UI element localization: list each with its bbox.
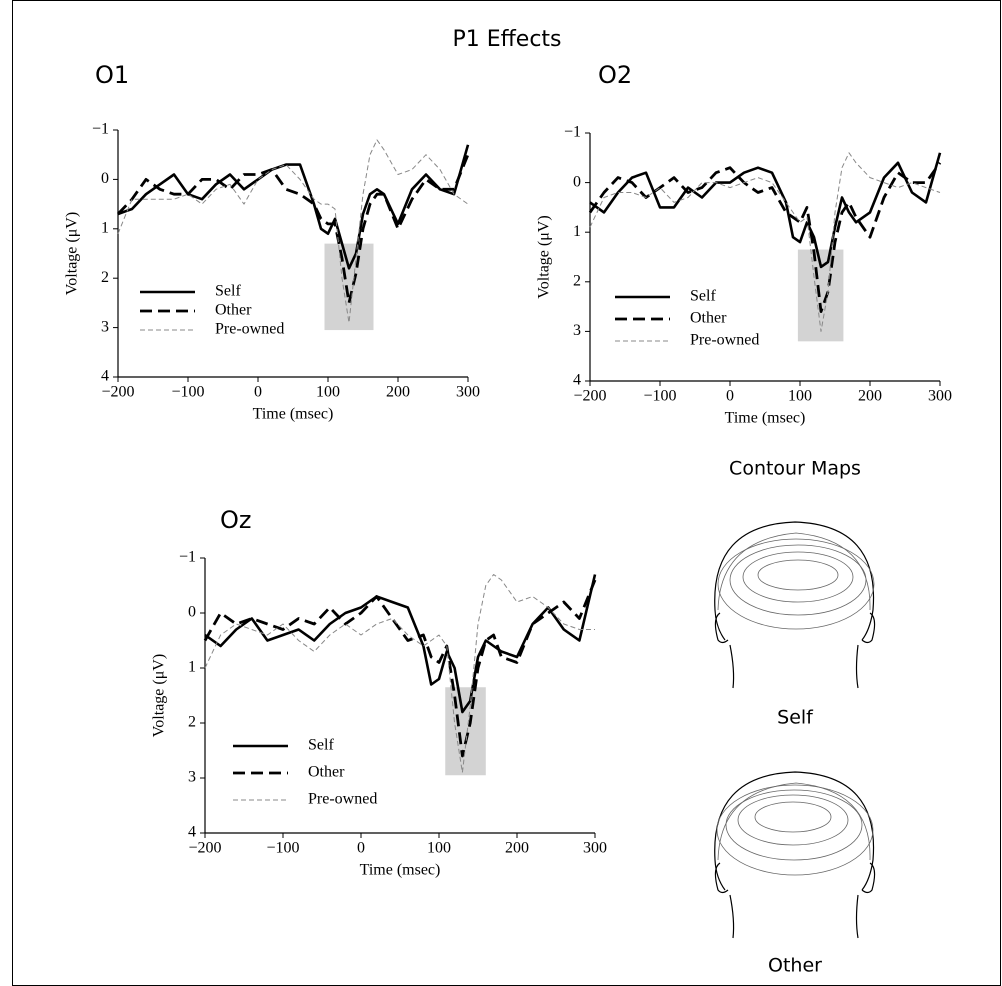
y-tick-label: 1 — [101, 219, 109, 236]
x-axis-label: Time (msec) — [725, 410, 806, 427]
map-label: Self — [777, 707, 814, 729]
head-map — [715, 522, 875, 688]
legend-label: Self — [215, 283, 241, 300]
legend-label: Pre-owned — [215, 321, 284, 338]
legend-label: Pre-owned — [690, 332, 759, 349]
y-tick-label: −1 — [179, 549, 196, 566]
y-axis-label: Voltage (μV) — [536, 215, 553, 298]
chart-title: O2 — [598, 61, 632, 89]
y-tick-label: 3 — [573, 322, 581, 339]
highlight-window — [445, 687, 486, 775]
y-axis-label: Voltage (μV) — [64, 212, 81, 295]
y-tick-label: 0 — [101, 170, 109, 187]
y-tick-label: −1 — [564, 124, 581, 141]
highlight-window — [325, 244, 374, 330]
legend-label: Other — [690, 310, 727, 327]
x-tick-label: 0 — [357, 840, 365, 857]
x-tick-label: −200 — [188, 840, 221, 857]
x-tick-label: 200 — [386, 384, 410, 401]
legend-label: Pre-owned — [308, 791, 377, 808]
y-tick-label: 3 — [188, 769, 196, 786]
x-tick-label: −200 — [101, 384, 134, 401]
x-tick-label: −100 — [643, 388, 676, 405]
x-tick-label: 100 — [788, 388, 812, 405]
series-line — [118, 145, 468, 268]
legend-label: Other — [215, 302, 252, 319]
chart-title: Oz — [220, 506, 252, 534]
y-tick-label: 4 — [188, 824, 196, 841]
y-tick-label: 0 — [188, 604, 196, 621]
series-line — [118, 140, 468, 323]
y-tick-label: 2 — [188, 714, 196, 731]
y-axis-label: Voltage (μV) — [151, 654, 168, 737]
x-tick-label: 100 — [316, 384, 340, 401]
contour-title: Contour Maps — [729, 458, 861, 480]
x-tick-label: 300 — [928, 388, 952, 405]
series-line — [590, 153, 940, 332]
y-tick-label: 0 — [573, 173, 581, 190]
map-label: Other — [768, 955, 822, 977]
frame — [13, 1, 1001, 986]
y-tick-label: 4 — [573, 372, 581, 389]
x-axis-label: Time (msec) — [360, 862, 441, 879]
x-tick-label: 200 — [858, 388, 882, 405]
y-tick-label: 2 — [573, 272, 581, 289]
x-tick-label: 0 — [254, 384, 262, 401]
series-line — [590, 163, 940, 312]
x-tick-label: −100 — [171, 384, 204, 401]
x-tick-label: 300 — [456, 384, 480, 401]
chart-title: O1 — [95, 61, 129, 89]
x-tick-label: 300 — [583, 840, 607, 857]
x-tick-label: 0 — [726, 388, 734, 405]
legend-label: Self — [308, 737, 334, 754]
y-tick-label: −1 — [92, 121, 109, 138]
head-map — [715, 772, 875, 938]
x-tick-label: 100 — [427, 840, 451, 857]
series-line — [205, 575, 595, 713]
series-line — [205, 580, 595, 756]
y-tick-label: 4 — [101, 368, 109, 385]
y-tick-label: 1 — [188, 659, 196, 676]
y-tick-label: 2 — [101, 269, 109, 286]
figure: P1 Effects Contour Maps Self Other O1−10… — [0, 0, 1002, 986]
series-line — [590, 153, 940, 267]
y-tick-label: 3 — [101, 318, 109, 335]
figure-title: P1 Effects — [452, 27, 561, 52]
x-axis-label: Time (msec) — [253, 406, 334, 423]
y-tick-label: 1 — [573, 223, 581, 240]
x-tick-label: −200 — [573, 388, 606, 405]
legend-label: Self — [690, 288, 716, 305]
x-tick-label: 200 — [505, 840, 529, 857]
x-tick-label: −100 — [266, 840, 299, 857]
legend-label: Other — [308, 764, 345, 781]
